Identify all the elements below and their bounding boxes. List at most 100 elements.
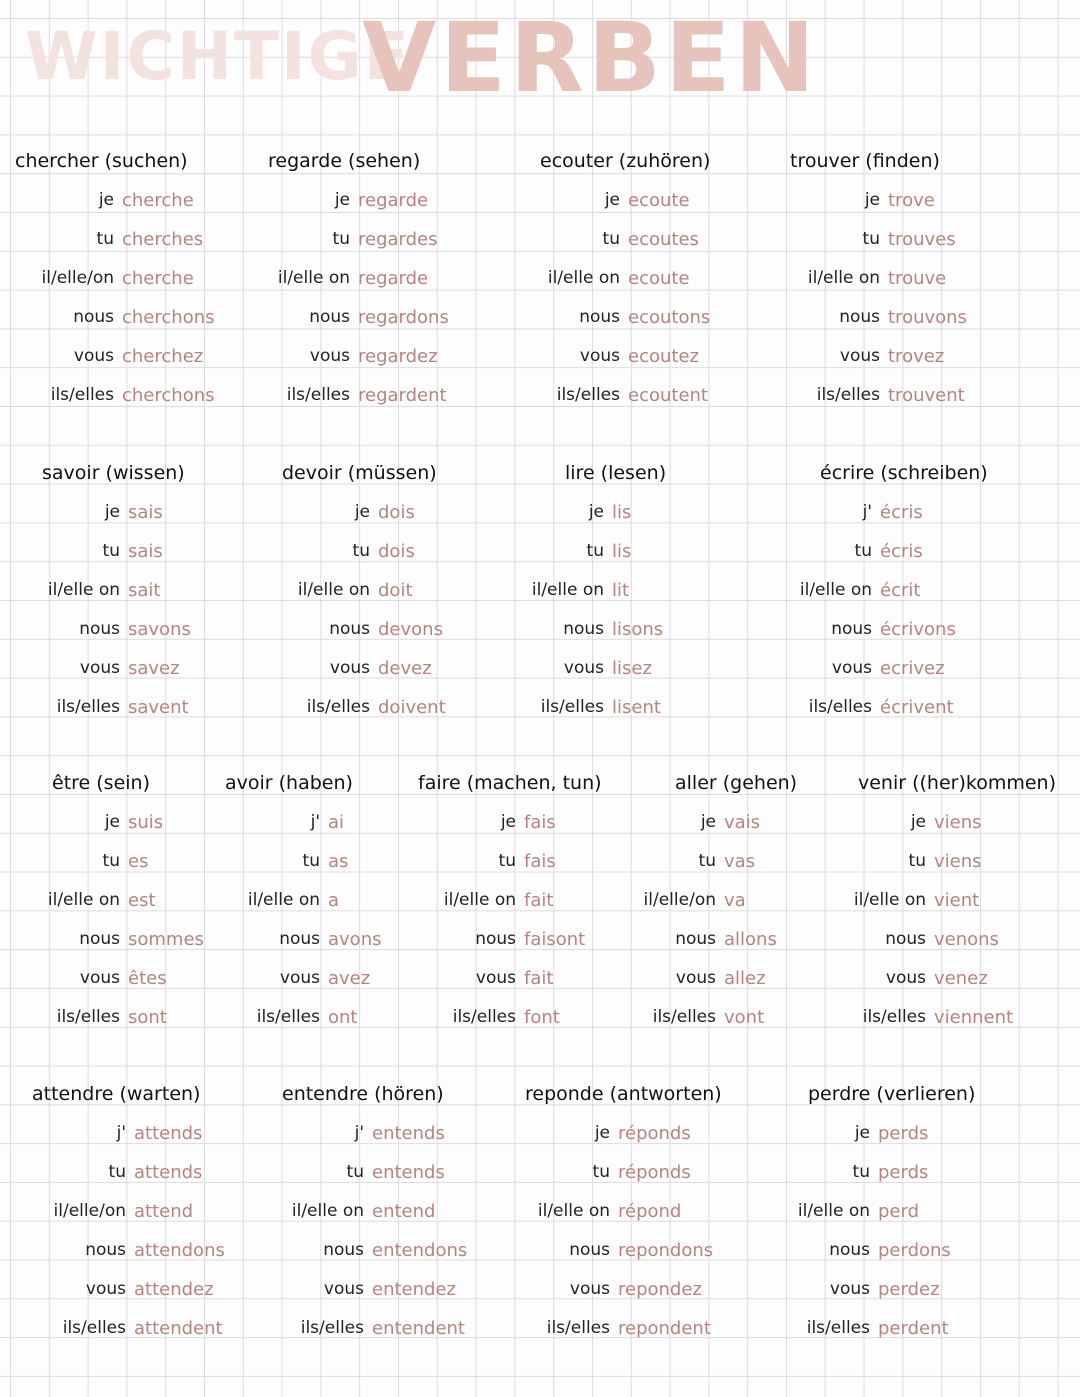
- verb-form: ecoutez: [628, 346, 699, 367]
- pronoun: vous: [85, 1279, 126, 1299]
- pronoun: ils/elles: [816, 385, 880, 405]
- pronoun: ils/elles: [452, 1007, 516, 1027]
- verb-form: repondons: [618, 1240, 714, 1261]
- pronoun: nous: [885, 929, 926, 949]
- pronoun: ils/elles: [300, 1318, 364, 1338]
- pronoun: nous: [329, 619, 370, 639]
- verb-heading: regarde (sehen): [268, 150, 421, 172]
- pronoun: tu: [854, 541, 872, 561]
- pronoun: vous: [885, 968, 926, 988]
- verb-form: lis: [612, 502, 632, 523]
- verb-heading: perdre (verlieren): [808, 1083, 976, 1105]
- verb-form: écris: [880, 541, 923, 562]
- verb-form: dois: [378, 502, 415, 523]
- verb-form: allons: [724, 929, 777, 950]
- pronoun: tu: [102, 851, 120, 871]
- pronoun: il/elle on: [443, 890, 516, 910]
- verb-form: entends: [372, 1162, 445, 1183]
- verb-form: ecoutons: [628, 307, 711, 328]
- pronoun: ils/elles: [806, 1318, 870, 1338]
- pronoun: nous: [675, 929, 716, 949]
- pronoun: je: [354, 502, 370, 522]
- pronoun: tu: [862, 229, 880, 249]
- verb-form: repondez: [618, 1279, 702, 1300]
- pronoun: je: [98, 190, 114, 210]
- verb-form: venons: [934, 929, 999, 950]
- verb-form: savent: [128, 697, 189, 718]
- verb-form: sont: [128, 1007, 167, 1028]
- verb-form: sait: [128, 580, 161, 601]
- pronoun: il/elle/on: [41, 268, 114, 288]
- pronoun: ils/elles: [540, 697, 604, 717]
- verb-form: trouvons: [888, 307, 967, 328]
- pronoun: ils/elles: [808, 697, 872, 717]
- verb-form: venez: [934, 968, 988, 989]
- pronoun: ils/elles: [652, 1007, 716, 1027]
- verb-form: ecoutent: [628, 385, 708, 406]
- verb-form: lisons: [612, 619, 664, 640]
- pronoun: tu: [908, 851, 926, 871]
- verb-form: trove: [888, 190, 935, 211]
- verb-form: vont: [724, 1007, 765, 1028]
- verb-form: devez: [378, 658, 432, 679]
- verb-form: ont: [328, 1007, 358, 1028]
- pronoun: nous: [579, 307, 620, 327]
- pronoun: vous: [79, 968, 120, 988]
- pronoun: vous: [73, 346, 114, 366]
- pronoun: vous: [831, 658, 872, 678]
- verb-form: lisent: [612, 697, 661, 718]
- verb-form: trouve: [888, 268, 947, 289]
- verb-heading: lire (lesen): [565, 462, 667, 484]
- verb-form: sais: [128, 502, 163, 523]
- verb-form: fait: [524, 890, 554, 911]
- pronoun: tu: [498, 851, 516, 871]
- verb-form: regarde: [358, 190, 429, 211]
- verb-form: as: [328, 851, 349, 872]
- pronoun: ils/elles: [556, 385, 620, 405]
- verb-heading: aller (gehen): [675, 772, 798, 794]
- pronoun: je: [104, 502, 120, 522]
- pronoun: vous: [329, 658, 370, 678]
- pronoun: il/elle on: [537, 1201, 610, 1221]
- verb-form: entendez: [372, 1279, 456, 1300]
- pronoun: il/elle/on: [643, 890, 716, 910]
- verb-form: dois: [378, 541, 415, 562]
- pronoun: tu: [302, 851, 320, 871]
- pronoun: nous: [309, 307, 350, 327]
- pronoun: j': [116, 1123, 126, 1143]
- verb-form: lisez: [612, 658, 652, 679]
- verb-form: regardons: [358, 307, 449, 328]
- pronoun: tu: [346, 1162, 364, 1182]
- pronoun: il/elle on: [277, 268, 350, 288]
- verb-form: savez: [128, 658, 180, 679]
- pronoun: vous: [839, 346, 880, 366]
- verb-form: réponds: [618, 1162, 691, 1183]
- title-word: VERBEN: [362, 2, 819, 114]
- verb-form: perds: [878, 1123, 929, 1144]
- verb-form: viennent: [934, 1007, 1014, 1028]
- verb-form: regardes: [358, 229, 438, 250]
- verb-form: perdez: [878, 1279, 940, 1300]
- verb-heading: reponde (antworten): [525, 1083, 722, 1105]
- verb-heading: être (sein): [52, 772, 150, 794]
- verb-form: attends: [134, 1123, 203, 1144]
- verb-form: faisont: [524, 929, 586, 950]
- pronoun: j': [310, 812, 320, 832]
- pronoun: nous: [79, 619, 120, 639]
- verb-form: ecoute: [628, 268, 690, 289]
- verb-form: attendent: [134, 1318, 223, 1339]
- pronoun: il/elle on: [47, 890, 120, 910]
- pronoun: nous: [475, 929, 516, 949]
- verb-form: fais: [524, 812, 556, 833]
- verb-form: perdons: [878, 1240, 951, 1261]
- pronoun: il/elle on: [807, 268, 880, 288]
- pronoun: il/elle on: [531, 580, 604, 600]
- pronoun: tu: [592, 1162, 610, 1182]
- pronoun: vous: [569, 1279, 610, 1299]
- verb-form: avez: [328, 968, 371, 989]
- verb-form: trovez: [888, 346, 945, 367]
- verb-form: entend: [372, 1201, 436, 1222]
- verb-form: sais: [128, 541, 163, 562]
- verb-form: cherche: [122, 190, 194, 211]
- verb-form: écrit: [880, 580, 921, 601]
